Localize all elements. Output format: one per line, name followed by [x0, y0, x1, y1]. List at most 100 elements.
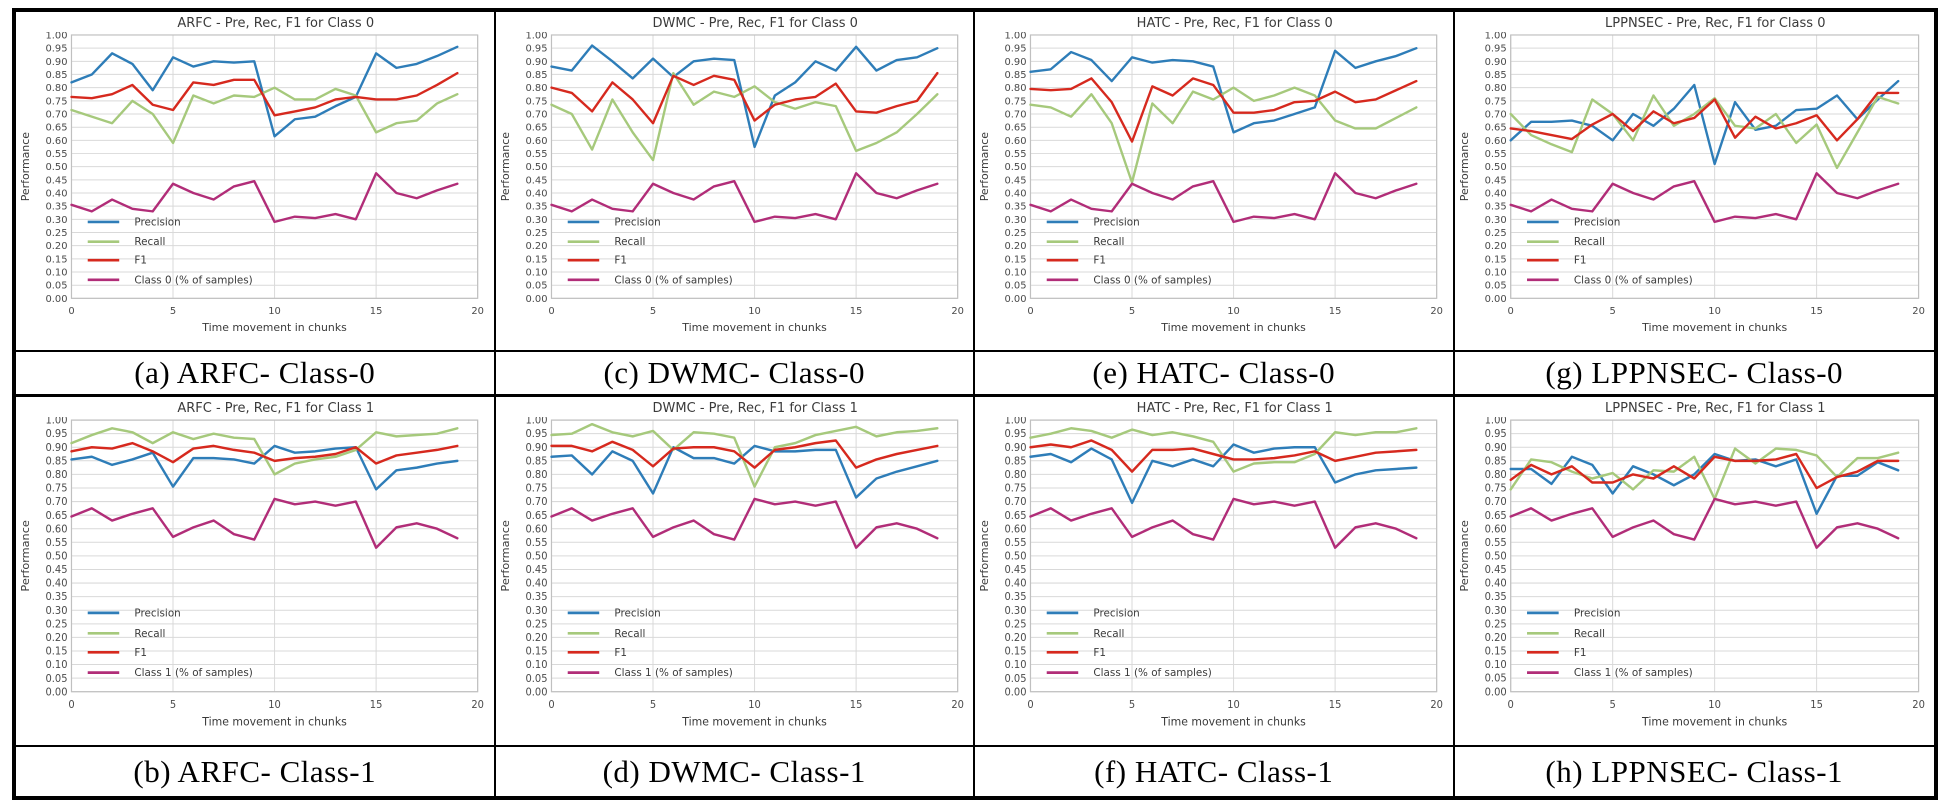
- svg-text:1.00: 1.00: [1484, 417, 1506, 427]
- legend-label: Precision: [614, 216, 660, 228]
- x-tick-labels: 0 5 10 15 20: [68, 700, 484, 711]
- caption-h: (h) LPPNSEC- Class-1: [1454, 745, 1934, 796]
- svg-text:0.40: 0.40: [1484, 188, 1506, 199]
- svg-text:0.15: 0.15: [525, 254, 547, 265]
- svg-text:0.80: 0.80: [45, 83, 67, 94]
- svg-text:5: 5: [170, 306, 176, 317]
- svg-text:0.30: 0.30: [1484, 215, 1506, 226]
- svg-text:0.30: 0.30: [45, 606, 67, 617]
- svg-text:0.55: 0.55: [45, 149, 67, 160]
- legend-label: Class 1 (% of samples): [1093, 667, 1211, 679]
- svg-text:0.55: 0.55: [1004, 538, 1026, 549]
- svg-text:0.35: 0.35: [525, 592, 547, 603]
- svg-text:10: 10: [1227, 306, 1240, 317]
- legend-label: Class 1 (% of samples): [614, 667, 732, 679]
- svg-text:5: 5: [170, 700, 176, 711]
- svg-text:0.45: 0.45: [1004, 175, 1026, 186]
- svg-text:0.30: 0.30: [525, 606, 547, 617]
- x-axis-label: Time movement in chunks: [1641, 715, 1787, 728]
- svg-text:0.10: 0.10: [45, 660, 67, 671]
- plot-frame: [1029, 34, 1438, 299]
- legend-label: Precision: [1573, 607, 1620, 619]
- gridlines: [1029, 34, 1438, 299]
- plot-frame: [1029, 419, 1438, 693]
- svg-text:0.50: 0.50: [525, 551, 547, 562]
- series-line-recall: [549, 71, 939, 162]
- svg-text:20: 20: [1430, 700, 1443, 711]
- svg-text:15: 15: [1810, 306, 1823, 317]
- y-tick-labels: 0.00 0.05 0.10 0.15 0.20 0.25 0.30 0.35 0.40 0.45…: [1484, 417, 1506, 698]
- y-axis-label: Performance: [19, 520, 32, 592]
- svg-text:0.05: 0.05: [45, 281, 67, 292]
- svg-text:0.00: 0.00: [1484, 294, 1506, 305]
- series-line-class-1-of-samples-: [70, 497, 459, 549]
- legend-label: Recall: [614, 236, 645, 248]
- svg-text:0.15: 0.15: [525, 646, 547, 657]
- y-tick-labels: 0.00 0.05 0.10 0.15 0.20 0.25 0.30 0.35 0.40 0.45…: [45, 417, 67, 698]
- svg-text:1.00: 1.00: [525, 417, 547, 427]
- svg-text:0.05: 0.05: [525, 674, 547, 685]
- y-axis-label: Performance: [499, 520, 512, 592]
- legend-label: Recall: [1573, 628, 1604, 640]
- svg-text:0.80: 0.80: [525, 83, 547, 94]
- svg-text:0.90: 0.90: [1004, 57, 1026, 68]
- svg-text:0.40: 0.40: [45, 579, 67, 590]
- legend: Precision Recall F1 Class 0 (% of samples): [1526, 216, 1692, 286]
- x-tick-labels: 0 5 10 15 20: [1027, 700, 1443, 711]
- svg-text:0.85: 0.85: [525, 70, 547, 81]
- svg-text:0.60: 0.60: [525, 136, 547, 147]
- caption-b: (b) ARFC- Class-1: [16, 745, 496, 796]
- svg-text:0.40: 0.40: [1004, 579, 1026, 590]
- svg-text:10: 10: [1227, 700, 1240, 711]
- svg-text:0.80: 0.80: [1004, 83, 1026, 94]
- svg-text:0: 0: [548, 700, 554, 711]
- legend-label: Precision: [134, 607, 180, 619]
- svg-text:0.45: 0.45: [45, 565, 67, 576]
- svg-text:0.20: 0.20: [45, 241, 67, 252]
- series-line-recall: [70, 427, 459, 476]
- svg-text:0.85: 0.85: [45, 456, 67, 467]
- svg-text:0.60: 0.60: [45, 136, 67, 147]
- svg-text:0.90: 0.90: [1004, 443, 1026, 454]
- svg-text:0.35: 0.35: [525, 202, 547, 213]
- svg-text:0.65: 0.65: [45, 511, 67, 522]
- legend: Precision Recall F1 Class 1 (% of samples): [87, 607, 253, 679]
- series-line-class-0-of-samples-: [1029, 172, 1418, 224]
- svg-text:0.45: 0.45: [1004, 565, 1026, 576]
- series-line-f1: [1029, 439, 1418, 473]
- line-chart-f: 0.00 0.05 0.10 0.15 0.20 0.25 0.30 0.35 0.40 0.45…: [978, 417, 1443, 729]
- legend: Precision Recall F1 Class 0 (% of samples): [1046, 216, 1212, 286]
- x-axis-label: Time movement in chunks: [681, 715, 827, 728]
- chart-panel-arfc-class0: ARFC - Pre, Rec, F1 for Class 0 0.00 0.05…: [16, 12, 496, 350]
- legend-label: F1: [134, 647, 147, 659]
- svg-text:0.25: 0.25: [1004, 228, 1026, 239]
- series-line-recall: [1509, 447, 1899, 501]
- svg-text:0.15: 0.15: [1004, 254, 1026, 265]
- svg-text:0.85: 0.85: [1484, 456, 1506, 467]
- legend-label: Class 0 (% of samples): [1093, 274, 1211, 286]
- svg-text:0.35: 0.35: [1484, 592, 1506, 603]
- series-line-precision: [1029, 443, 1418, 505]
- svg-text:0.30: 0.30: [1004, 606, 1026, 617]
- svg-text:0.45: 0.45: [1484, 565, 1506, 576]
- svg-text:1.00: 1.00: [1004, 417, 1026, 427]
- line-chart-e: 0.00 0.05 0.10 0.15 0.20 0.25 0.30 0.35 0.40 0.45…: [978, 32, 1443, 334]
- svg-text:0.50: 0.50: [1484, 162, 1506, 173]
- svg-text:0.85: 0.85: [1004, 456, 1026, 467]
- svg-text:0.60: 0.60: [525, 524, 547, 535]
- svg-text:5: 5: [1609, 306, 1615, 317]
- svg-text:0.15: 0.15: [45, 254, 67, 265]
- svg-text:10: 10: [748, 306, 761, 317]
- svg-text:0.30: 0.30: [1484, 606, 1506, 617]
- svg-text:0.75: 0.75: [1484, 484, 1506, 495]
- chart-panel-dwmc-class1: DWMC - Pre, Rec, F1 for Class 1 0.00 0.05…: [495, 397, 975, 745]
- chart-panel-hatc-class1: HATC - Pre, Rec, F1 for Class 1 0.00 0.05…: [975, 397, 1455, 745]
- svg-text:0.50: 0.50: [1004, 551, 1026, 562]
- svg-text:0: 0: [1507, 306, 1513, 317]
- svg-text:0.45: 0.45: [525, 175, 547, 186]
- svg-text:0.10: 0.10: [525, 267, 547, 278]
- svg-text:0.35: 0.35: [1004, 592, 1026, 603]
- svg-text:0.80: 0.80: [1484, 83, 1506, 94]
- legend-label: Recall: [134, 628, 165, 640]
- svg-text:0.00: 0.00: [525, 687, 547, 698]
